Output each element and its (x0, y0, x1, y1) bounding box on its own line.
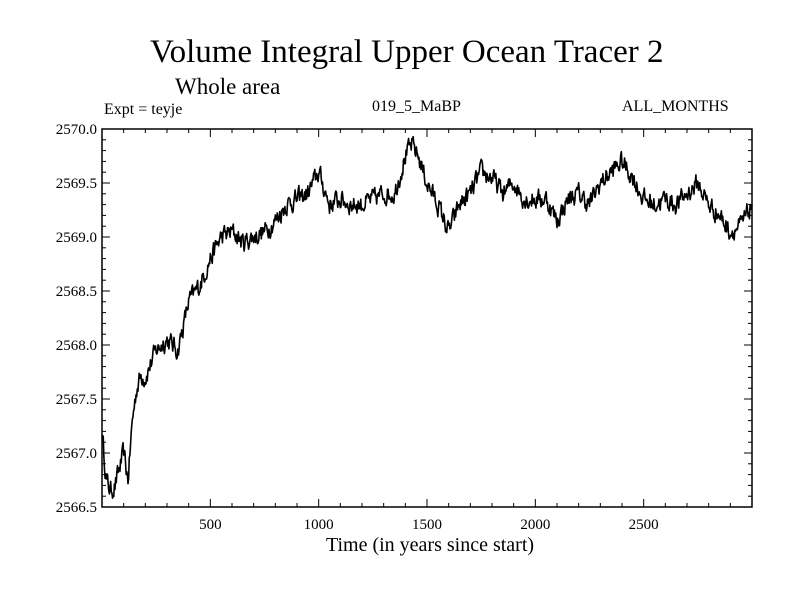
x-tick-label: 1500 (412, 517, 442, 533)
tick-labels: 500 1000 1500 2000 2500 2566.5 2567.0 2567.5 256… (56, 122, 659, 533)
experiment-label: Expt = teyje (104, 101, 183, 118)
plot-frame (101, 128, 753, 508)
y-tick-label: 2567.0 (56, 446, 97, 462)
months-label: ALL_MONTHS (622, 98, 729, 115)
x-tick-label: 2000 (520, 517, 550, 533)
y-tick-label: 2566.5 (56, 500, 97, 516)
y-tick-label: 2569.0 (56, 230, 97, 246)
x-tick-label: 500 (199, 517, 222, 533)
chart-subtitle: Whole area (175, 74, 281, 99)
y-tick-label: 2568.5 (56, 284, 97, 300)
x-tick-label: 2500 (629, 517, 659, 533)
x-tick-label: 1000 (304, 517, 334, 533)
series-line (101, 135, 753, 499)
y-tick-label: 2569.5 (56, 176, 97, 192)
series-group (101, 135, 753, 499)
x-axis-label: Time (in years since start) (325, 534, 535, 556)
y-tick-label: 2568.0 (56, 338, 97, 354)
y-tick-label: 2570.0 (56, 122, 97, 138)
period-label: 019_5_MaBP (372, 98, 461, 115)
chart-title: Volume Integral Upper Ocean Tracer 2 (150, 34, 664, 70)
y-tick-label: 2567.5 (56, 392, 97, 408)
